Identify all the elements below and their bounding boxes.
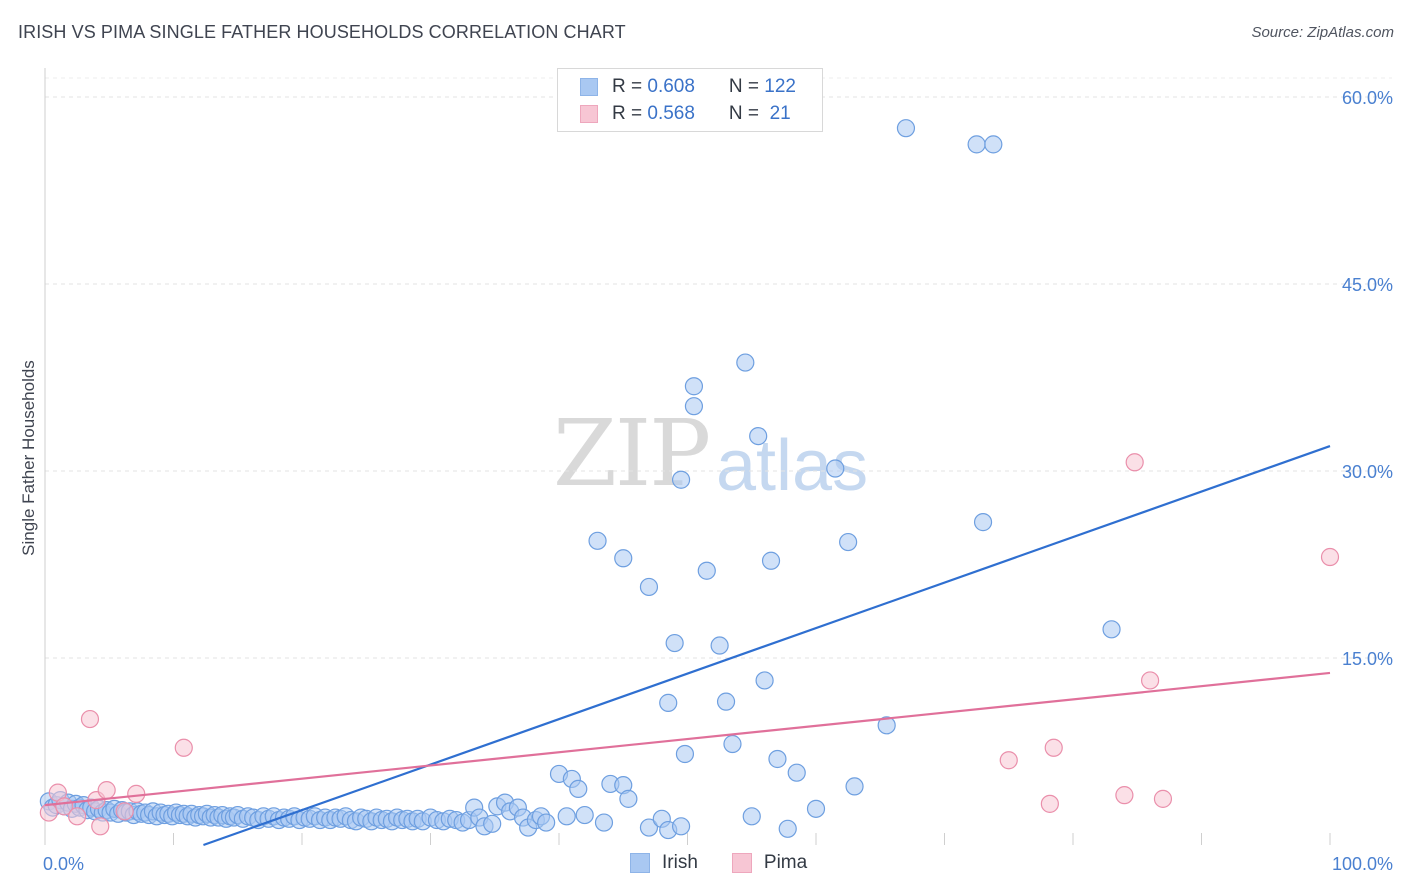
pima-n-label: N = xyxy=(728,103,765,124)
irish-n-value: 122 xyxy=(764,76,796,97)
pima-point xyxy=(1140,671,1160,690)
pima-trend-line xyxy=(44,671,1331,807)
irish-point xyxy=(749,426,768,446)
legend-pima-swatch xyxy=(731,853,752,873)
chart-title: IRISH VS PIMA SINGLE FATHER HOUSEHOLDS C… xyxy=(18,22,626,42)
pima-n-value: 21 xyxy=(764,103,791,124)
irish-point xyxy=(684,377,704,396)
source-label: Source: ZipAtlas.com xyxy=(1251,24,1394,41)
irish-point xyxy=(639,818,659,837)
irish-point xyxy=(877,716,896,735)
irish-point xyxy=(671,470,691,489)
pima-point xyxy=(1125,453,1144,472)
x-tick-label: 0.0% xyxy=(43,854,84,874)
irish-point xyxy=(761,551,781,570)
irish-point xyxy=(806,799,826,818)
correlation-legend: R = 0.608 N = 122 R = 0.568 N = 21 xyxy=(557,68,823,132)
pima-point xyxy=(1040,794,1059,813)
legend-item-irish[interactable]: Irish xyxy=(630,852,698,874)
irish-swatch xyxy=(580,78,598,96)
irish-point xyxy=(742,807,761,826)
pima-point xyxy=(174,738,193,757)
pima-point xyxy=(97,781,116,800)
y-tick-label: 60.0% xyxy=(1342,88,1393,108)
irish-trend-line xyxy=(203,445,1331,847)
pima-point xyxy=(68,807,87,826)
irish-point xyxy=(984,135,1003,154)
y-tick-label: 15.0% xyxy=(1342,649,1393,669)
pima-point xyxy=(91,817,110,836)
irish-point xyxy=(557,807,576,826)
irish-point xyxy=(736,353,755,372)
irish-point xyxy=(768,749,787,769)
irish-point xyxy=(845,777,864,796)
x-tick-label: 100.0% xyxy=(1332,854,1393,874)
pima-r-label: R = xyxy=(612,103,648,124)
series-legend: Irish Pima xyxy=(630,852,841,874)
pima-point xyxy=(1153,789,1173,808)
irish-point xyxy=(778,819,797,838)
pima-point xyxy=(1044,738,1063,757)
irish-point xyxy=(684,397,704,416)
irish-r-value: 0.608 xyxy=(647,76,695,97)
irish-point xyxy=(575,805,594,825)
irish-point xyxy=(716,692,736,711)
legend-row-pima: R = 0.568 N = 21 xyxy=(580,102,791,126)
legend-irish-label: Irish xyxy=(662,852,698,873)
pima-point xyxy=(1115,786,1134,805)
y-tick-label: 45.0% xyxy=(1342,275,1393,295)
y-tick-label: 30.0% xyxy=(1342,462,1393,482)
irish-point xyxy=(710,636,729,655)
irish-point xyxy=(723,734,742,754)
irish-point xyxy=(839,532,858,552)
irish-point xyxy=(675,744,695,764)
pima-point xyxy=(127,784,146,803)
irish-point xyxy=(826,459,845,478)
irish-point xyxy=(896,119,916,138)
irish-point xyxy=(619,789,638,808)
pima-r-value: 0.568 xyxy=(647,103,695,124)
pima-point xyxy=(999,751,1018,770)
y-axis-title: Single Father Households xyxy=(19,360,38,556)
irish-point xyxy=(671,817,691,836)
pima-swatch xyxy=(580,105,598,123)
pima-point xyxy=(115,802,134,821)
irish-point xyxy=(1102,620,1121,639)
irish-point xyxy=(614,549,633,568)
irish-point xyxy=(483,814,502,833)
legend-row-irish: R = 0.608 N = 122 xyxy=(580,75,796,99)
irish-point xyxy=(569,779,588,799)
pima-point xyxy=(39,803,58,822)
watermark-zip: ZIP xyxy=(553,400,711,507)
legend-item-pima[interactable]: Pima xyxy=(731,852,808,874)
irish-r-label: R = xyxy=(612,76,648,97)
irish-point xyxy=(973,513,993,532)
irish-n-label: N = xyxy=(728,76,765,97)
irish-point xyxy=(594,813,614,832)
irish-point xyxy=(659,693,678,712)
pima-point xyxy=(80,709,100,729)
irish-point xyxy=(639,577,659,597)
irish-point xyxy=(665,633,684,653)
irish-point xyxy=(787,763,806,782)
pima-point xyxy=(1320,547,1340,567)
irish-point xyxy=(537,813,556,832)
legend-pima-label: Pima xyxy=(763,852,808,873)
irish-point xyxy=(967,135,986,154)
irish-point xyxy=(588,531,607,550)
irish-point xyxy=(755,671,774,690)
legend-irish-swatch xyxy=(630,853,650,873)
irish-point xyxy=(697,561,716,580)
